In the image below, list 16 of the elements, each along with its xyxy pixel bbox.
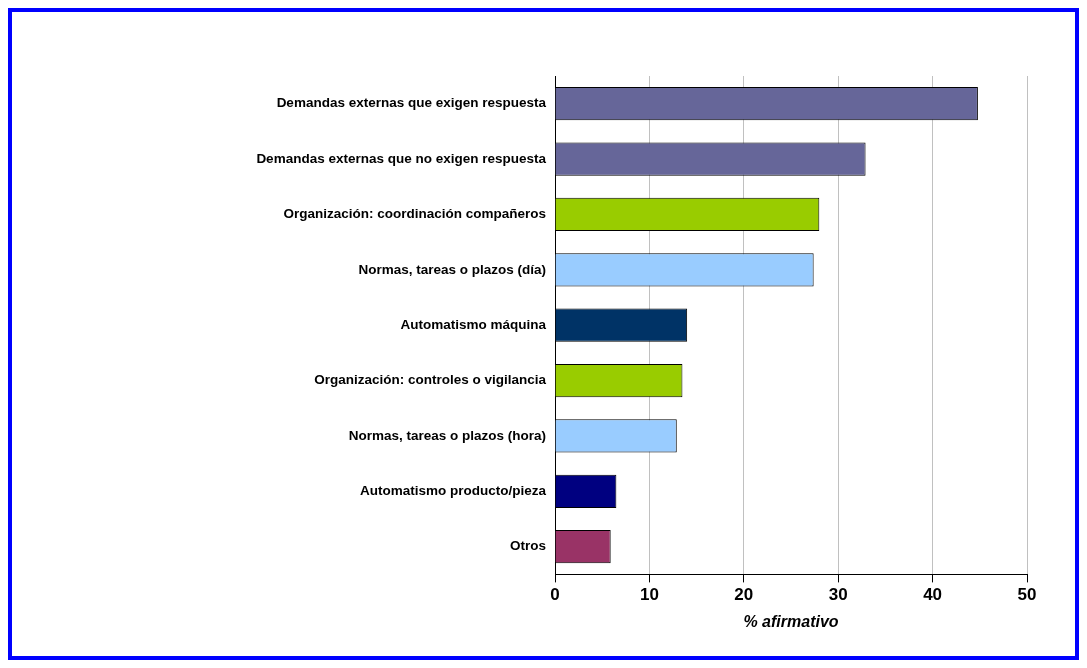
y-tick-label: Organización: coordinación compañeros <box>283 206 546 222</box>
x-tick-label: 0 <box>550 585 560 605</box>
x-tick-label: 50 <box>1017 585 1037 605</box>
x-tick-label: 40 <box>923 585 943 605</box>
x-tick-label: 20 <box>734 585 754 605</box>
x-axis-title: % afirmativo <box>743 612 839 630</box>
y-tick-label: Otros <box>509 538 546 554</box>
y-tick-label: Normas, tareas o plazos (día) <box>358 261 546 277</box>
x-tick-label: 10 <box>639 585 659 605</box>
y-tick-label: Demandas externas que no exigen respuesta <box>256 150 547 166</box>
y-tick-label: Demandas externas que exigen respuesta <box>276 95 547 111</box>
y-tick-label: Organización: controles o vigilancia <box>314 372 547 388</box>
y-tick-label: Automatismo producto/pieza <box>359 483 547 499</box>
y-tick-label: Automatismo máquina <box>400 316 547 332</box>
x-tick-label: 30 <box>828 585 848 605</box>
y-tick-label: Normas, tareas o plazos (hora) <box>348 427 546 443</box>
